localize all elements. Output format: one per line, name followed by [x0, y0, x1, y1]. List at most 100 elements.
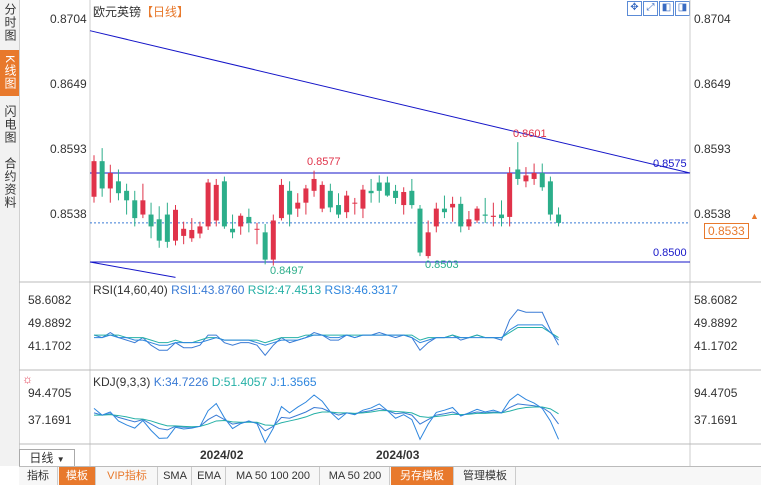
candle-body	[99, 161, 105, 189]
kdj-k-line	[93, 403, 559, 432]
candle-body	[474, 208, 480, 221]
trendline-descending	[89, 30, 691, 174]
candle-body	[401, 192, 407, 206]
tab-ma-50-200[interactable]: MA 50 200	[321, 467, 390, 485]
candle-body	[238, 215, 244, 227]
tab-indicators[interactable]: 指标	[19, 467, 58, 485]
price-tick-left: 0.8649	[50, 77, 87, 91]
price-tick-left: 0.8538	[50, 207, 87, 221]
kdj-d-value: D:51.4057	[211, 375, 268, 389]
candle-body	[132, 200, 138, 219]
candle-body	[115, 181, 121, 194]
price-tick-right: 0.8538	[694, 207, 731, 221]
candle-body	[352, 202, 358, 204]
price-tick-left: 0.8593	[50, 142, 87, 156]
tab-sma[interactable]: SMA	[159, 467, 192, 485]
kdj-j-value: J:1.3565	[270, 375, 317, 389]
scroll-right-icon[interactable]: ◨	[675, 1, 690, 16]
rsi-legend: RSI(14,60,40) RSI1:43.8760 RSI2:47.4513 …	[93, 283, 398, 297]
candle-body	[270, 220, 276, 260]
period-label: 【日线】	[141, 5, 190, 19]
kdj-tick-right: 37.1691	[694, 413, 738, 427]
current-price-tag: 0.8533	[704, 223, 749, 239]
kdj-title: KDJ(9,3,3)	[93, 375, 151, 389]
tab-template[interactable]: 模板	[59, 467, 96, 485]
sidebar-tab-timeshare[interactable]: 分时图	[0, 0, 19, 44]
candle-body	[384, 182, 390, 196]
candle-body	[303, 188, 309, 203]
candles	[91, 142, 562, 266]
candle-body	[254, 228, 260, 230]
grid	[19, 0, 761, 466]
candle-body	[124, 190, 130, 201]
candle-body	[197, 226, 203, 234]
kdj-d-line	[94, 406, 559, 428]
tab-ema[interactable]: EMA	[193, 467, 226, 485]
high-label: 0.8577	[307, 156, 341, 168]
scroll-left-icon[interactable]: ◧	[659, 1, 674, 16]
low-label: 0.8503	[425, 259, 459, 271]
rsi-tick-right: 49.8892	[694, 316, 738, 330]
bottom-toolbar: 指标 模板 VIP指标 SMA EMA MA 50 100 200 MA 50 …	[19, 466, 761, 485]
chart-title: 欧元英镑【日线】	[93, 3, 189, 20]
tab-vip-indicators[interactable]: VIP指标	[97, 467, 158, 485]
kdj-tick-left: 94.4705	[28, 386, 72, 400]
price-tick-right: 0.8649	[694, 77, 731, 91]
candle-body	[539, 173, 545, 188]
candle-body	[205, 182, 211, 227]
candle-body	[336, 205, 341, 215]
candle-body	[393, 190, 399, 198]
candle-body	[295, 202, 301, 209]
candle-body	[547, 181, 553, 215]
date-label: 2024/03	[376, 448, 420, 462]
candle-body	[213, 184, 219, 221]
date-label: 2024/02	[200, 448, 244, 462]
rsi1-line	[93, 309, 559, 357]
rsi-title: RSI(14,60,40)	[93, 283, 168, 297]
indicator-settings-icon[interactable]: ☼	[22, 372, 33, 386]
price-tick-right: 0.8593	[694, 142, 731, 156]
candle-body	[140, 200, 146, 215]
current-price-arrow-icon: ▲	[750, 211, 759, 221]
expand-icon[interactable]: ⤢	[643, 1, 658, 16]
candle-body	[262, 232, 268, 260]
candle-body	[425, 232, 431, 257]
tab-ma-50-100-200[interactable]: MA 50 100 200	[227, 467, 320, 485]
rsi2-line	[94, 326, 559, 344]
rsi-tick-left: 41.1702	[28, 339, 72, 353]
kdj-j-line	[93, 393, 560, 444]
tab-label: 合约资料	[3, 157, 17, 209]
rsi3-value: RSI3:46.3317	[324, 283, 398, 297]
candle-body	[156, 219, 162, 241]
kline-chart[interactable]	[0, 0, 761, 466]
candle-body	[458, 203, 464, 227]
candle-body	[523, 175, 529, 182]
kdj-lines	[93, 393, 560, 444]
candle-body	[507, 173, 513, 217]
candle-body	[499, 214, 504, 219]
sidebar-tab-kline[interactable]: K线图	[0, 50, 19, 96]
tab-save-template[interactable]: 另存模板	[391, 467, 454, 485]
tab-manage-templates[interactable]: 管理模板	[455, 467, 516, 485]
candle-body	[107, 173, 113, 189]
period-select[interactable]: 日线 ▼	[19, 449, 75, 467]
kdj-legend: KDJ(9,3,3) K:34.7226 D:51.4057 J:1.3565	[93, 375, 317, 389]
support-label: 0.8500	[653, 247, 687, 259]
sidebar-tab-flash[interactable]: 闪电图	[0, 100, 19, 148]
kdj-tick-left: 37.1691	[28, 413, 72, 427]
candle-body	[531, 173, 537, 179]
kdj-tick-right: 94.4705	[694, 386, 738, 400]
candle-body	[91, 161, 97, 197]
candle-body	[360, 189, 366, 209]
sidebar-tab-contract-info[interactable]: 合约资料	[0, 152, 19, 214]
crosshair-icon[interactable]: ✥	[627, 1, 642, 16]
candle-body	[368, 190, 374, 194]
candle-body	[148, 214, 154, 227]
period-select-label: 日线	[29, 451, 54, 465]
rsi1-value: RSI1:43.8760	[171, 283, 245, 297]
rsi-tick-right: 41.1702	[694, 339, 738, 353]
candle-body	[278, 184, 284, 219]
candle-body	[490, 215, 496, 217]
candle-body	[556, 214, 562, 223]
price-tick-left: 0.8704	[50, 12, 87, 26]
